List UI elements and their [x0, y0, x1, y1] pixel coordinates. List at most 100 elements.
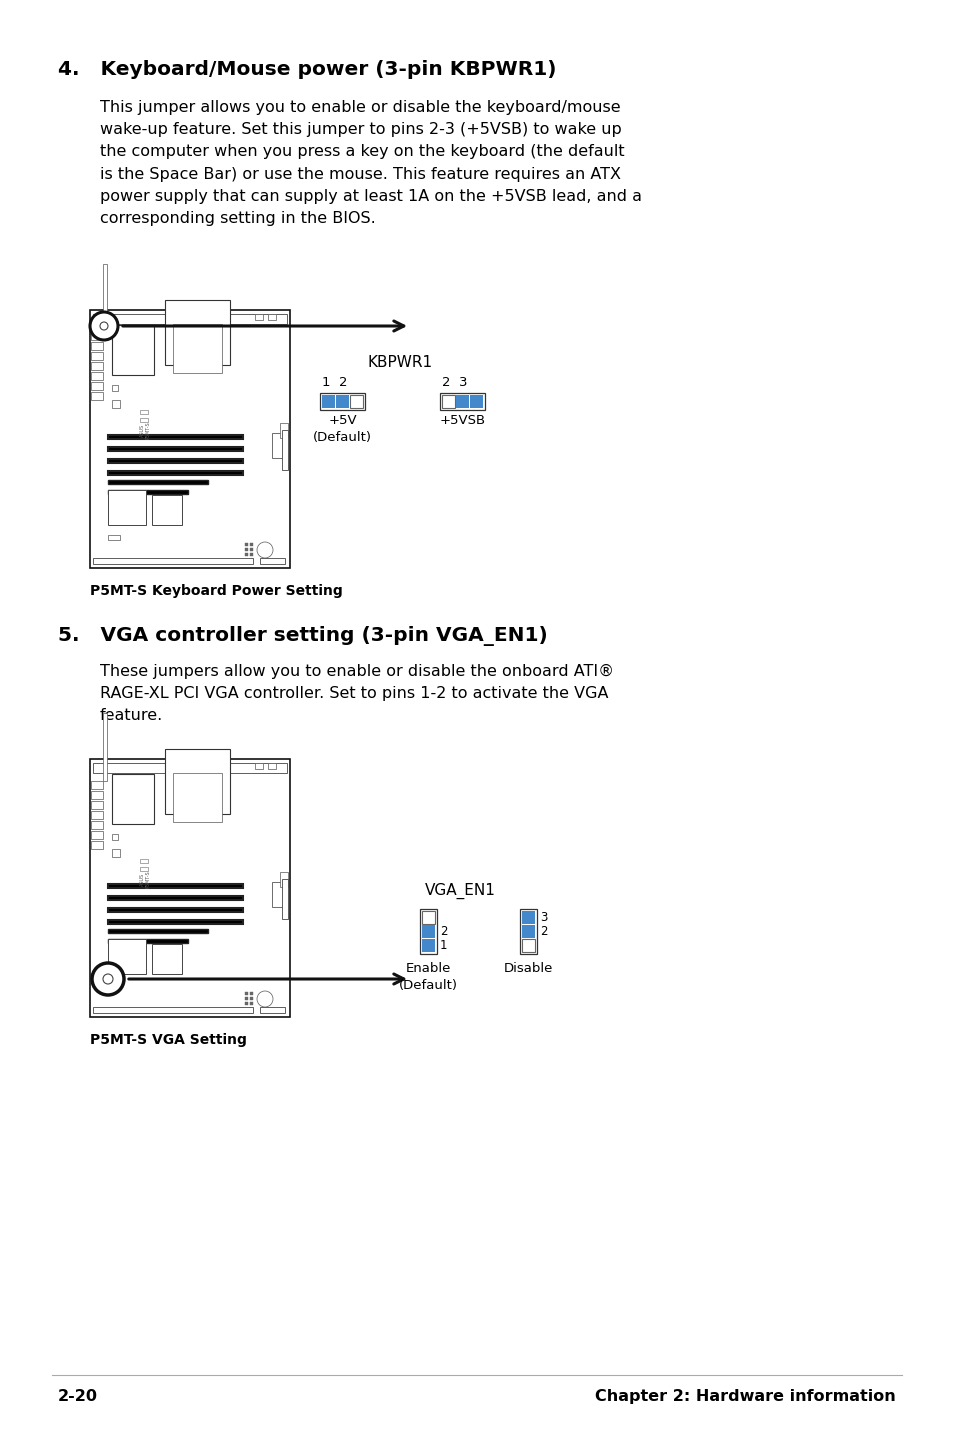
Bar	[108, 929, 208, 933]
Text: This jumper allows you to enable or disable the keyboard/mouse
wake-up feature. : This jumper allows you to enable or disa…	[100, 101, 641, 226]
Text: 2: 2	[539, 925, 547, 938]
Bar	[91, 831, 103, 838]
Bar	[108, 459, 243, 463]
Bar	[280, 871, 288, 887]
Text: 2  3: 2 3	[441, 375, 467, 390]
Text: P5MT-S Keyboard Power Setting: P5MT-S Keyboard Power Setting	[90, 584, 342, 598]
Bar	[92, 764, 287, 774]
Bar	[103, 713, 107, 781]
Text: VGA_EN1: VGA_EN1	[424, 883, 495, 899]
Bar	[91, 383, 103, 390]
Bar	[254, 313, 263, 321]
Bar	[108, 490, 146, 525]
Bar	[250, 544, 253, 546]
Bar	[112, 774, 153, 824]
Circle shape	[91, 963, 124, 995]
Bar	[245, 544, 248, 546]
Bar	[322, 395, 335, 408]
Bar	[91, 781, 103, 789]
Bar	[250, 992, 253, 995]
Bar	[91, 791, 103, 800]
Bar	[180, 764, 185, 766]
Bar	[108, 436, 243, 439]
Bar	[103, 265, 107, 332]
Bar	[91, 393, 103, 400]
Bar	[245, 554, 248, 557]
Bar	[108, 896, 243, 900]
Bar	[172, 324, 222, 372]
Circle shape	[100, 322, 108, 329]
Bar	[519, 909, 537, 953]
Bar	[280, 423, 288, 439]
Bar	[140, 410, 148, 414]
Bar	[91, 332, 103, 339]
Bar	[194, 313, 200, 318]
Bar	[112, 385, 118, 391]
Bar	[152, 495, 182, 525]
Text: 1: 1	[439, 939, 447, 952]
Bar	[419, 909, 436, 953]
Bar	[439, 393, 484, 410]
Bar	[194, 764, 200, 766]
Text: ASUS
P5MT-S: ASUS P5MT-S	[139, 421, 151, 439]
Bar	[521, 925, 535, 938]
Text: +5V
(Default): +5V (Default)	[313, 414, 372, 443]
Bar	[245, 1002, 248, 1005]
Bar	[91, 362, 103, 370]
Text: 2: 2	[439, 925, 447, 938]
Text: These jumpers allow you to enable or disable the onboard ATI®
RAGE-XL PCI VGA co: These jumpers allow you to enable or dis…	[100, 664, 614, 723]
Bar	[172, 774, 222, 823]
Bar	[152, 943, 182, 974]
Bar	[108, 920, 243, 925]
Bar	[112, 834, 118, 840]
Text: Disable: Disable	[503, 962, 553, 975]
Bar	[108, 480, 208, 485]
Bar	[250, 997, 253, 999]
Text: KBPWR1: KBPWR1	[367, 355, 432, 370]
Bar	[140, 858, 148, 863]
Bar	[108, 447, 243, 452]
Bar	[108, 490, 188, 495]
Bar	[92, 558, 253, 564]
Text: 1  2: 1 2	[322, 375, 347, 390]
Text: Enable
(Default): Enable (Default)	[398, 962, 457, 991]
Circle shape	[103, 974, 112, 984]
Circle shape	[90, 312, 118, 339]
Bar	[350, 395, 363, 408]
Circle shape	[256, 542, 273, 558]
Bar	[441, 395, 455, 408]
Bar	[268, 764, 275, 769]
Bar	[521, 939, 535, 952]
Bar	[108, 884, 243, 889]
Bar	[245, 997, 248, 999]
Bar	[112, 325, 153, 375]
Bar	[91, 372, 103, 380]
Bar	[319, 393, 365, 410]
Bar	[268, 313, 275, 321]
Bar	[421, 912, 435, 925]
Bar	[91, 811, 103, 820]
Bar	[521, 912, 535, 925]
Bar	[92, 313, 287, 324]
Bar	[91, 342, 103, 349]
Bar	[108, 907, 243, 912]
Bar	[112, 848, 120, 857]
Bar	[260, 1007, 285, 1012]
Bar	[92, 1007, 253, 1012]
Bar	[245, 548, 248, 551]
Text: Chapter 2: Hardware information: Chapter 2: Hardware information	[595, 1389, 895, 1403]
Bar	[91, 841, 103, 848]
Bar	[282, 879, 288, 919]
Bar	[91, 801, 103, 810]
Bar	[91, 352, 103, 360]
Bar	[250, 1002, 253, 1005]
Bar	[272, 881, 286, 907]
Bar	[108, 472, 243, 475]
Bar	[165, 749, 230, 814]
Bar	[108, 535, 120, 541]
Bar	[254, 764, 263, 769]
Bar	[250, 554, 253, 557]
Bar	[282, 430, 288, 470]
Text: +5VSB: +5VSB	[439, 414, 485, 427]
Bar	[470, 395, 482, 408]
